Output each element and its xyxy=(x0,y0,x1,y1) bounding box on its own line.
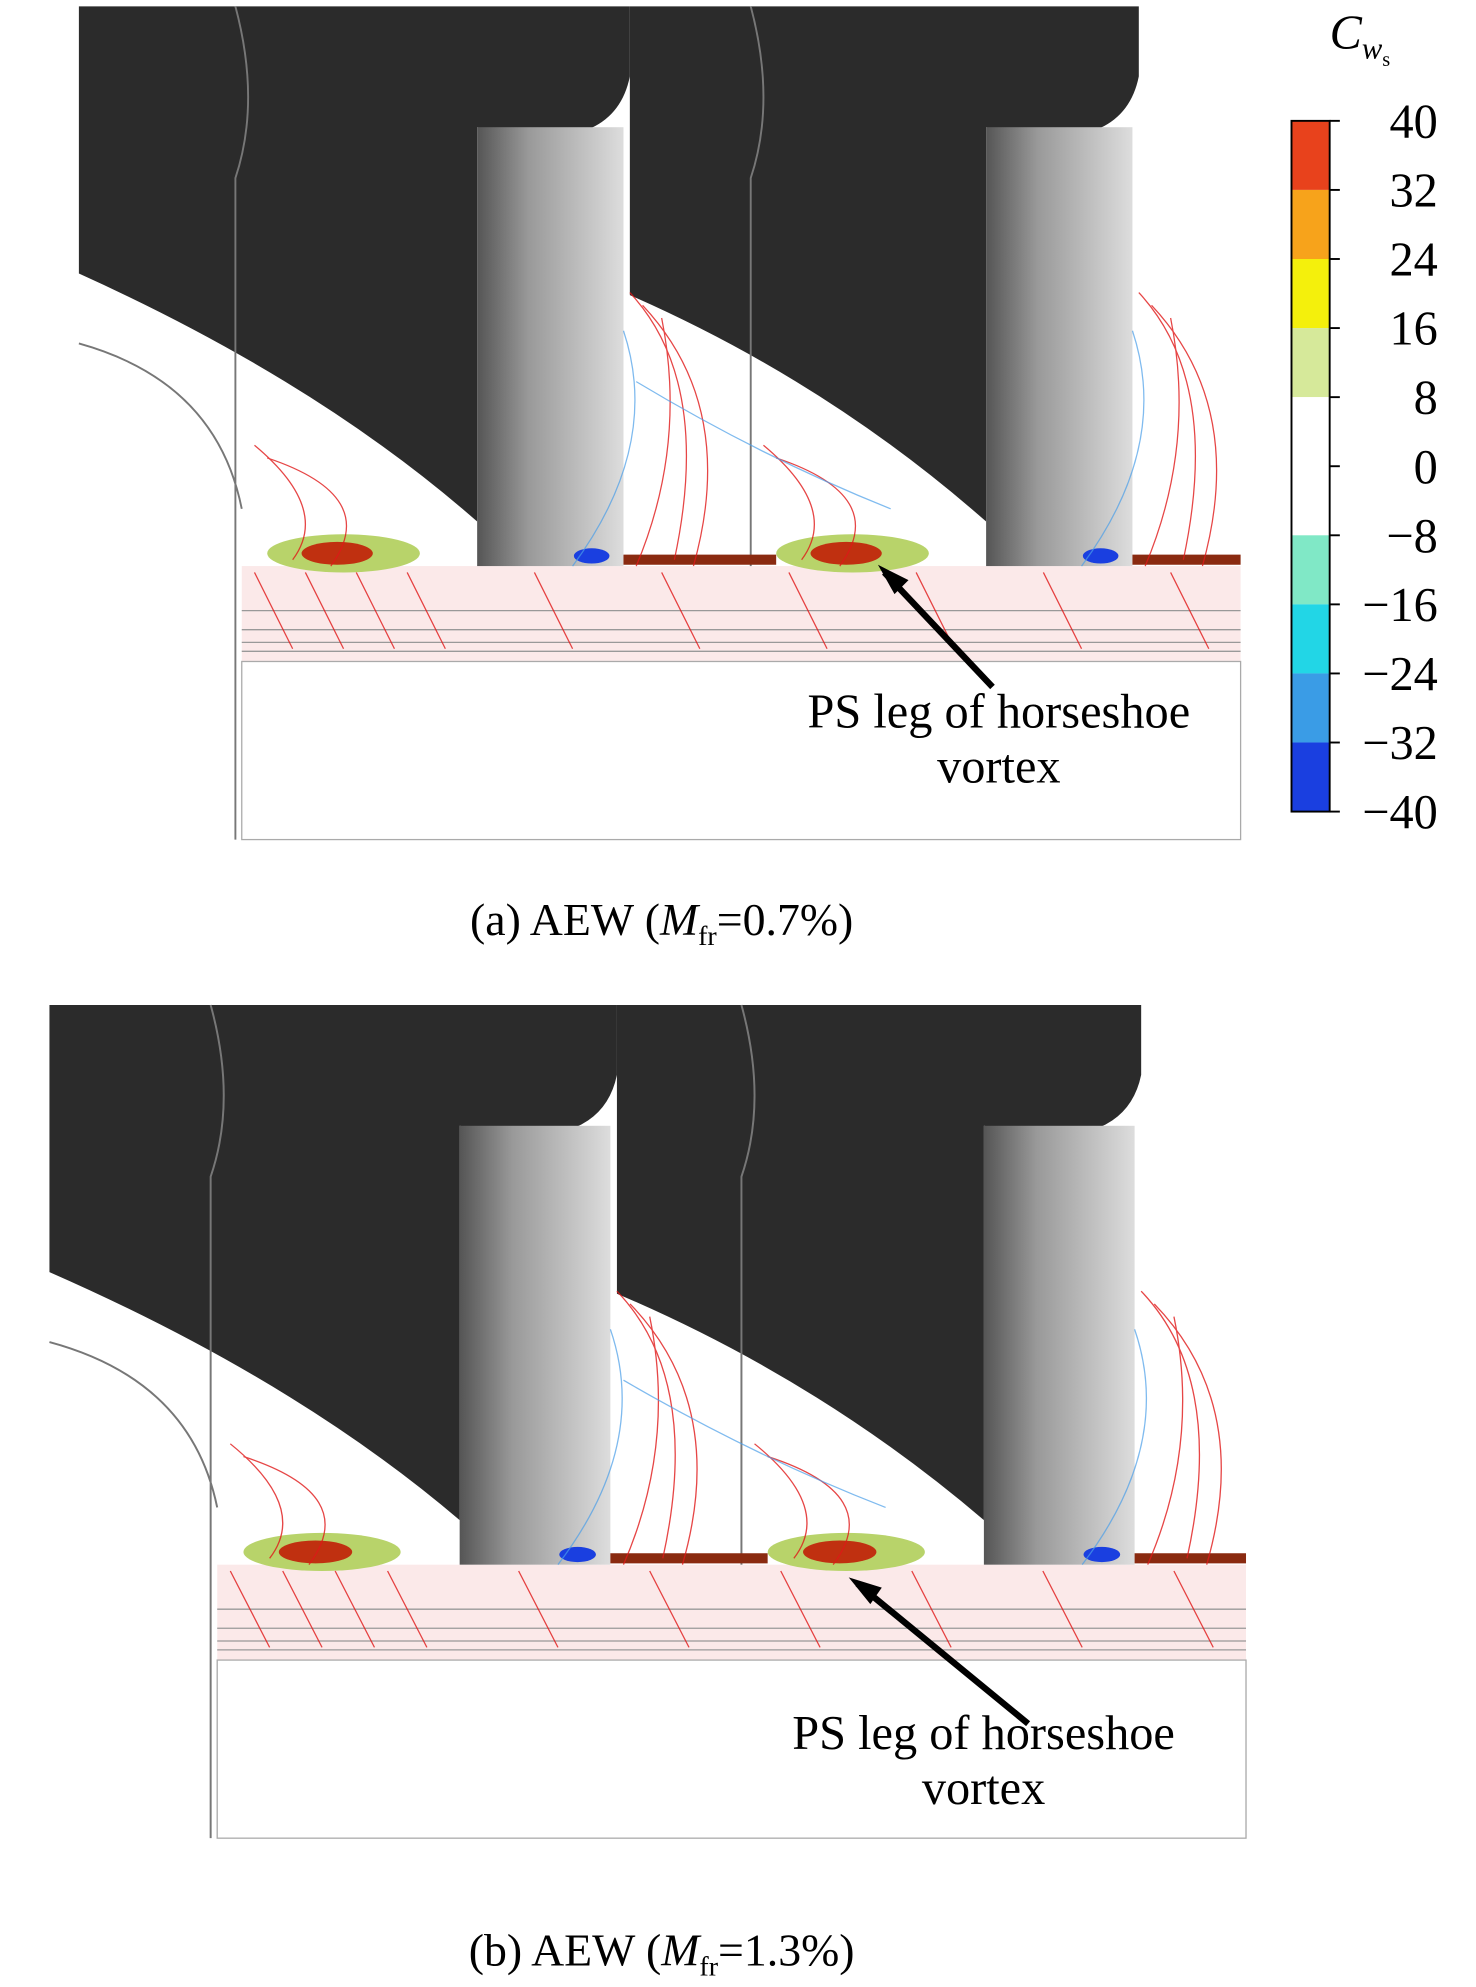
colorbar-band xyxy=(1291,120,1330,190)
colorbar-title: Cws xyxy=(1330,6,1391,71)
colorbar-band xyxy=(1291,742,1330,812)
colorbar-tick-label: 32 xyxy=(1389,164,1437,217)
colorbar-band xyxy=(1291,258,1330,329)
colorbar-tick-label: −40 xyxy=(1362,786,1438,839)
colorbar-tick-label: 40 xyxy=(1389,95,1437,148)
colorbar-tick-label: −32 xyxy=(1362,717,1438,770)
annotation: PS leg of horseshoe xyxy=(808,686,1191,739)
colorbar-tick-label: 0 xyxy=(1414,441,1438,494)
caption: (a) AEW (Mfr=0.7%) xyxy=(470,894,853,952)
colorbar-tick-label: 16 xyxy=(1389,303,1437,356)
colorbar-tick-label: −16 xyxy=(1362,579,1438,632)
colorbar-band xyxy=(1291,397,1330,467)
colorbar-band xyxy=(1291,673,1330,743)
colorbar-tick-label: 8 xyxy=(1414,372,1438,425)
annotation: vortex xyxy=(922,1762,1045,1815)
arrow xyxy=(882,570,995,690)
caption: (b) AEW (Mfr=1.3%) xyxy=(469,1924,855,1982)
colorbar-band xyxy=(1291,189,1330,259)
colorbar-band xyxy=(1291,466,1330,536)
annotation: PS leg of horseshoe xyxy=(792,1707,1175,1760)
colorbar: 40 32 24 16 8 0 −8 −16 −24 −32 −40 xyxy=(1290,95,1438,839)
colorbar-band xyxy=(1291,535,1330,605)
colorbar-tick-label: −8 xyxy=(1386,510,1437,563)
colorbar-tick-label: −24 xyxy=(1362,648,1438,701)
arrow xyxy=(855,1581,1031,1727)
colorbar-tick-label: 24 xyxy=(1389,234,1437,287)
colorbar-band xyxy=(1291,328,1330,398)
annotation: vortex xyxy=(937,740,1060,793)
colorbar-band xyxy=(1291,604,1330,674)
